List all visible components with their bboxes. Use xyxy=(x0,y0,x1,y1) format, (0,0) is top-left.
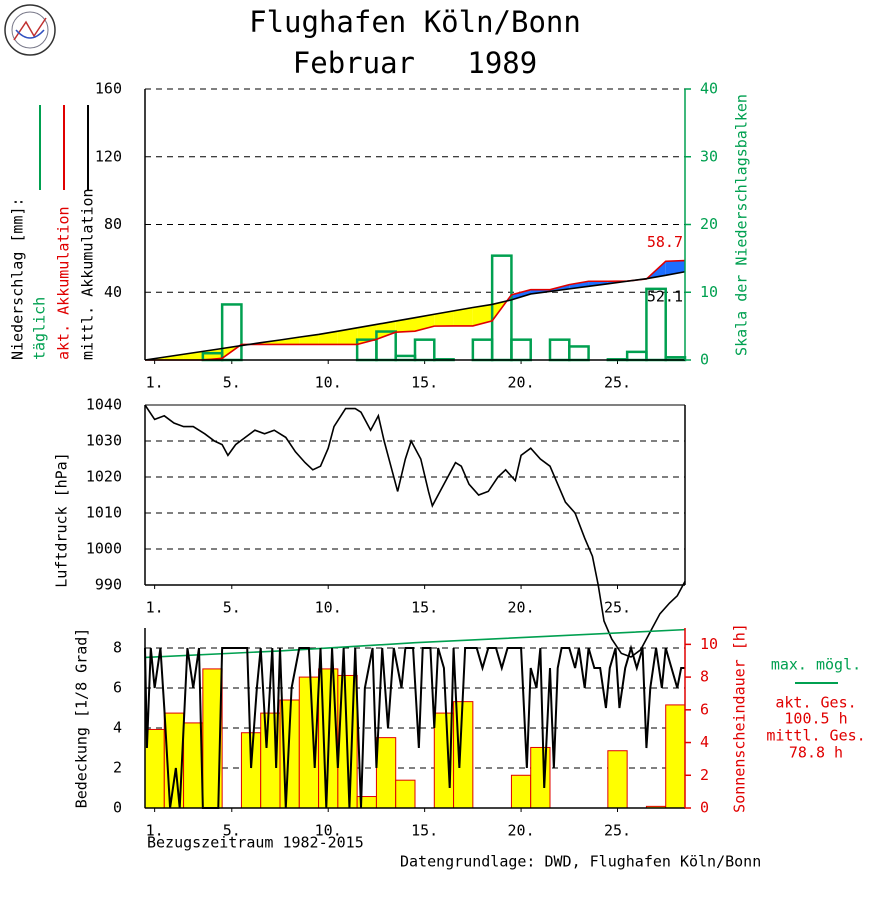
total-label: akt. Ges. xyxy=(775,694,856,712)
x-tick-label: 20. xyxy=(508,374,535,392)
y2-tick-label: 6 xyxy=(700,700,709,718)
y2-tick-label: 4 xyxy=(700,733,709,751)
y2-tick-label: 2 xyxy=(700,766,709,784)
legend-label: täglich xyxy=(31,297,49,360)
accumulation-difference xyxy=(665,260,685,276)
chart-title: Flughafen Köln/Bonn xyxy=(249,5,581,39)
x-tick-label: 10. xyxy=(315,374,342,392)
y2-axis-label: Skala der Niederschlagsbalken xyxy=(733,94,751,356)
y2-tick-label: 10 xyxy=(700,635,718,653)
x-tick-label: 5. xyxy=(223,822,241,840)
accumulation-difference xyxy=(569,281,589,289)
x-tick-label: 5. xyxy=(223,374,241,392)
accumulation-difference xyxy=(453,307,473,326)
y-tick-label: 6 xyxy=(113,679,122,697)
x-tick-label: 10. xyxy=(315,599,342,617)
accumulation-difference xyxy=(395,317,415,333)
y-tick-label: 1000 xyxy=(86,540,122,558)
line xyxy=(144,628,686,659)
legend-title: Niederschlag [mm]: xyxy=(9,197,27,360)
line xyxy=(144,270,686,361)
total-value: 78.8 h xyxy=(789,744,843,762)
bar xyxy=(471,338,494,362)
y2-tick-label: 8 xyxy=(700,668,709,686)
data-label: 58.7 xyxy=(647,233,683,251)
total-label: mittl. Ges. xyxy=(766,727,865,745)
x-tick-label: 15. xyxy=(411,374,438,392)
bar xyxy=(395,779,416,809)
logo xyxy=(4,4,56,56)
y-tick-label: 2 xyxy=(113,759,122,777)
y-tick-label: 80 xyxy=(104,215,122,233)
bar xyxy=(183,722,204,809)
accumulation-difference xyxy=(434,310,454,327)
footnote: Datengrundlage: DWD, Flughafen Köln/Bonn xyxy=(400,853,761,871)
bar xyxy=(510,338,532,362)
y-tick-label: 0 xyxy=(113,799,122,817)
y-tick-label: 120 xyxy=(95,147,122,165)
x-tick-label: 25. xyxy=(604,599,631,617)
y-tick-label: 990 xyxy=(95,576,122,594)
bar xyxy=(530,746,551,809)
y2-axis-label: Sonnenscheindauer [h] xyxy=(731,623,749,813)
chart-subtitle: Februar 1989 xyxy=(293,46,537,80)
y-tick-label: 4 xyxy=(113,719,122,737)
bar xyxy=(375,737,397,809)
line xyxy=(144,644,685,809)
y-tick-label: 8 xyxy=(113,639,122,657)
accumulation-difference xyxy=(318,331,338,345)
y2-tick-label: 0 xyxy=(700,799,709,817)
bar xyxy=(568,345,590,362)
y-tick-label: 1020 xyxy=(86,468,122,486)
x-tick-label: 20. xyxy=(508,599,535,617)
legend-label: akt. Akkumulation xyxy=(55,206,73,360)
y-tick-label: 1040 xyxy=(86,396,122,414)
bar xyxy=(665,704,686,809)
y2-tick-label: 30 xyxy=(700,147,718,165)
x-tick-label: 25. xyxy=(604,822,631,840)
y-axis-label: Luftdruck [hPa] xyxy=(53,452,71,587)
bar xyxy=(413,338,436,362)
y2-tick-label: 10 xyxy=(700,283,718,301)
y2-tick-label: 20 xyxy=(700,215,718,233)
legend-label: mittl. Akkumulation xyxy=(79,188,97,360)
accumulation-difference xyxy=(511,289,531,300)
total-value: 100.5 h xyxy=(784,710,847,728)
x-tick-label: 15. xyxy=(411,822,438,840)
x-tick-label: 25. xyxy=(604,374,631,392)
bar xyxy=(510,774,532,809)
y-tick-label: 1030 xyxy=(86,432,122,450)
x-tick-label: 15. xyxy=(411,599,438,617)
x-tick-label: 1. xyxy=(146,374,164,392)
accumulation-difference xyxy=(376,321,396,340)
accumulation-difference xyxy=(280,337,300,345)
bar xyxy=(548,338,571,362)
accumulation-difference xyxy=(337,327,358,345)
y2-tick-label: 40 xyxy=(700,80,718,98)
data-label: 52.1 xyxy=(647,287,683,305)
y2-tick-label: 0 xyxy=(700,351,709,369)
y-tick-label: 160 xyxy=(95,80,122,98)
bar xyxy=(625,350,648,362)
bar xyxy=(607,750,628,809)
x-tick-label: 5. xyxy=(223,599,241,617)
y-axis-label: Bedeckung [1/8 Grad] xyxy=(73,628,91,809)
line xyxy=(145,259,686,361)
x-tick-label: 20. xyxy=(508,822,535,840)
x-tick-label: 1. xyxy=(146,599,164,617)
x-tick-label: 10. xyxy=(315,822,342,840)
legend-label: max. mögl. xyxy=(771,656,861,674)
x-tick-label: 1. xyxy=(146,822,164,840)
y-tick-label: 1010 xyxy=(86,504,122,522)
accumulation-difference xyxy=(472,304,493,326)
line xyxy=(144,404,686,658)
footnote: Bezugszeitraum 1982-2015 xyxy=(147,834,364,852)
y-tick-label: 40 xyxy=(104,283,122,301)
